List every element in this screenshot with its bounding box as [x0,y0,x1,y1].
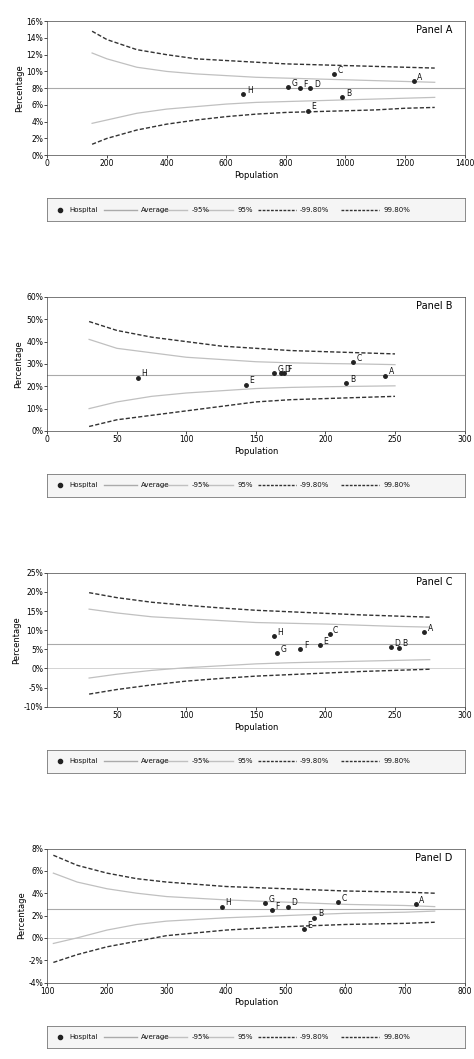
Text: B: B [402,640,408,648]
Text: Hospital: Hospital [69,1034,98,1040]
Text: E: E [250,376,255,385]
Text: C: C [338,66,343,74]
Text: -99.80%: -99.80% [300,758,329,765]
Text: C: C [333,626,338,634]
Text: E: E [311,103,316,111]
Text: G: G [269,895,275,904]
Text: H: H [277,628,283,636]
Text: D: D [291,898,297,908]
X-axis label: Population: Population [234,722,278,732]
Text: -99.80%: -99.80% [300,207,329,213]
Text: G: G [280,645,286,653]
Text: -95%: -95% [191,1034,210,1040]
Text: 95%: 95% [237,758,253,765]
Text: H: H [247,86,253,94]
Text: B: B [346,89,351,98]
Text: 99.80%: 99.80% [383,758,410,765]
Text: H: H [141,370,147,378]
Text: Hospital: Hospital [69,483,98,488]
Text: B: B [350,375,355,384]
Text: C: C [342,894,347,902]
Text: Average: Average [141,758,170,765]
Text: G: G [292,79,298,88]
Text: Panel B: Panel B [416,301,452,311]
Text: D: D [284,365,291,374]
Text: 99.80%: 99.80% [383,1034,410,1040]
Text: Average: Average [141,483,170,488]
Text: F: F [287,365,292,374]
Text: Average: Average [141,207,170,213]
Text: A: A [389,367,394,376]
Text: H: H [226,898,231,908]
Text: 95%: 95% [237,207,253,213]
Text: 99.80%: 99.80% [383,207,410,213]
Text: A: A [417,73,423,83]
Text: G: G [277,365,283,374]
Text: F: F [303,79,308,89]
Text: -95%: -95% [191,483,210,488]
Text: D: D [394,639,400,648]
Text: Hospital: Hospital [69,207,98,213]
Text: Panel D: Panel D [415,852,452,863]
Text: A: A [419,896,424,905]
Text: D: D [314,79,320,89]
Text: -99.80%: -99.80% [300,1034,329,1040]
Text: 95%: 95% [237,483,253,488]
Text: A: A [428,624,433,632]
Text: E: E [323,638,328,646]
X-axis label: Population: Population [234,447,278,455]
Y-axis label: Percentage: Percentage [17,892,26,939]
Text: -95%: -95% [191,758,210,765]
Text: C: C [357,354,362,363]
Text: Hospital: Hospital [69,758,98,765]
Text: B: B [318,910,323,918]
X-axis label: Population: Population [234,999,278,1007]
Text: F: F [275,901,280,911]
Text: 99.80%: 99.80% [383,483,410,488]
Text: -95%: -95% [191,207,210,213]
Text: Panel A: Panel A [416,25,452,35]
Text: Panel C: Panel C [416,577,452,587]
X-axis label: Population: Population [234,172,278,180]
Y-axis label: Percentage: Percentage [15,65,24,112]
Text: Average: Average [141,1034,170,1040]
Y-axis label: Percentage: Percentage [15,340,24,388]
Text: 95%: 95% [237,1034,253,1040]
Text: E: E [307,920,312,930]
Text: F: F [304,641,308,650]
Text: -99.80%: -99.80% [300,483,329,488]
Y-axis label: Percentage: Percentage [12,616,21,664]
